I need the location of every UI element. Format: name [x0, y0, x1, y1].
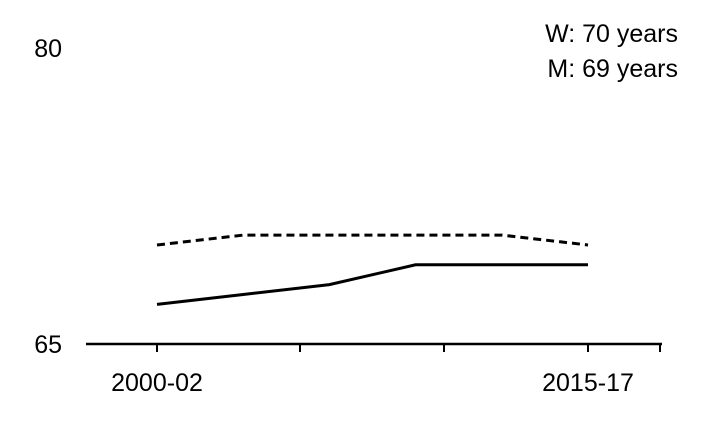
- x-tick-labels: 2000-02 2015-17: [111, 369, 634, 397]
- y-tick-label-65: 65: [34, 331, 62, 359]
- annotation-women: W: 70 years: [545, 20, 678, 48]
- series-lines: [156, 233, 589, 306]
- annotation-men: M: 69 years: [547, 55, 678, 83]
- legend-annotation: W: 70 years M: 69 years: [545, 20, 678, 83]
- x-tick-label: 2000-02: [111, 369, 203, 397]
- series-line-solid: [156, 263, 588, 306]
- x-axis: 2000-02 2015-17: [86, 342, 662, 397]
- x-tick-marks: [156, 344, 661, 352]
- y-tick-label-80: 80: [34, 35, 62, 63]
- x-tick-label: 2015-17: [542, 369, 634, 397]
- y-axis-ticks: 80 65: [34, 35, 62, 359]
- series-line-dashed: [156, 233, 589, 247]
